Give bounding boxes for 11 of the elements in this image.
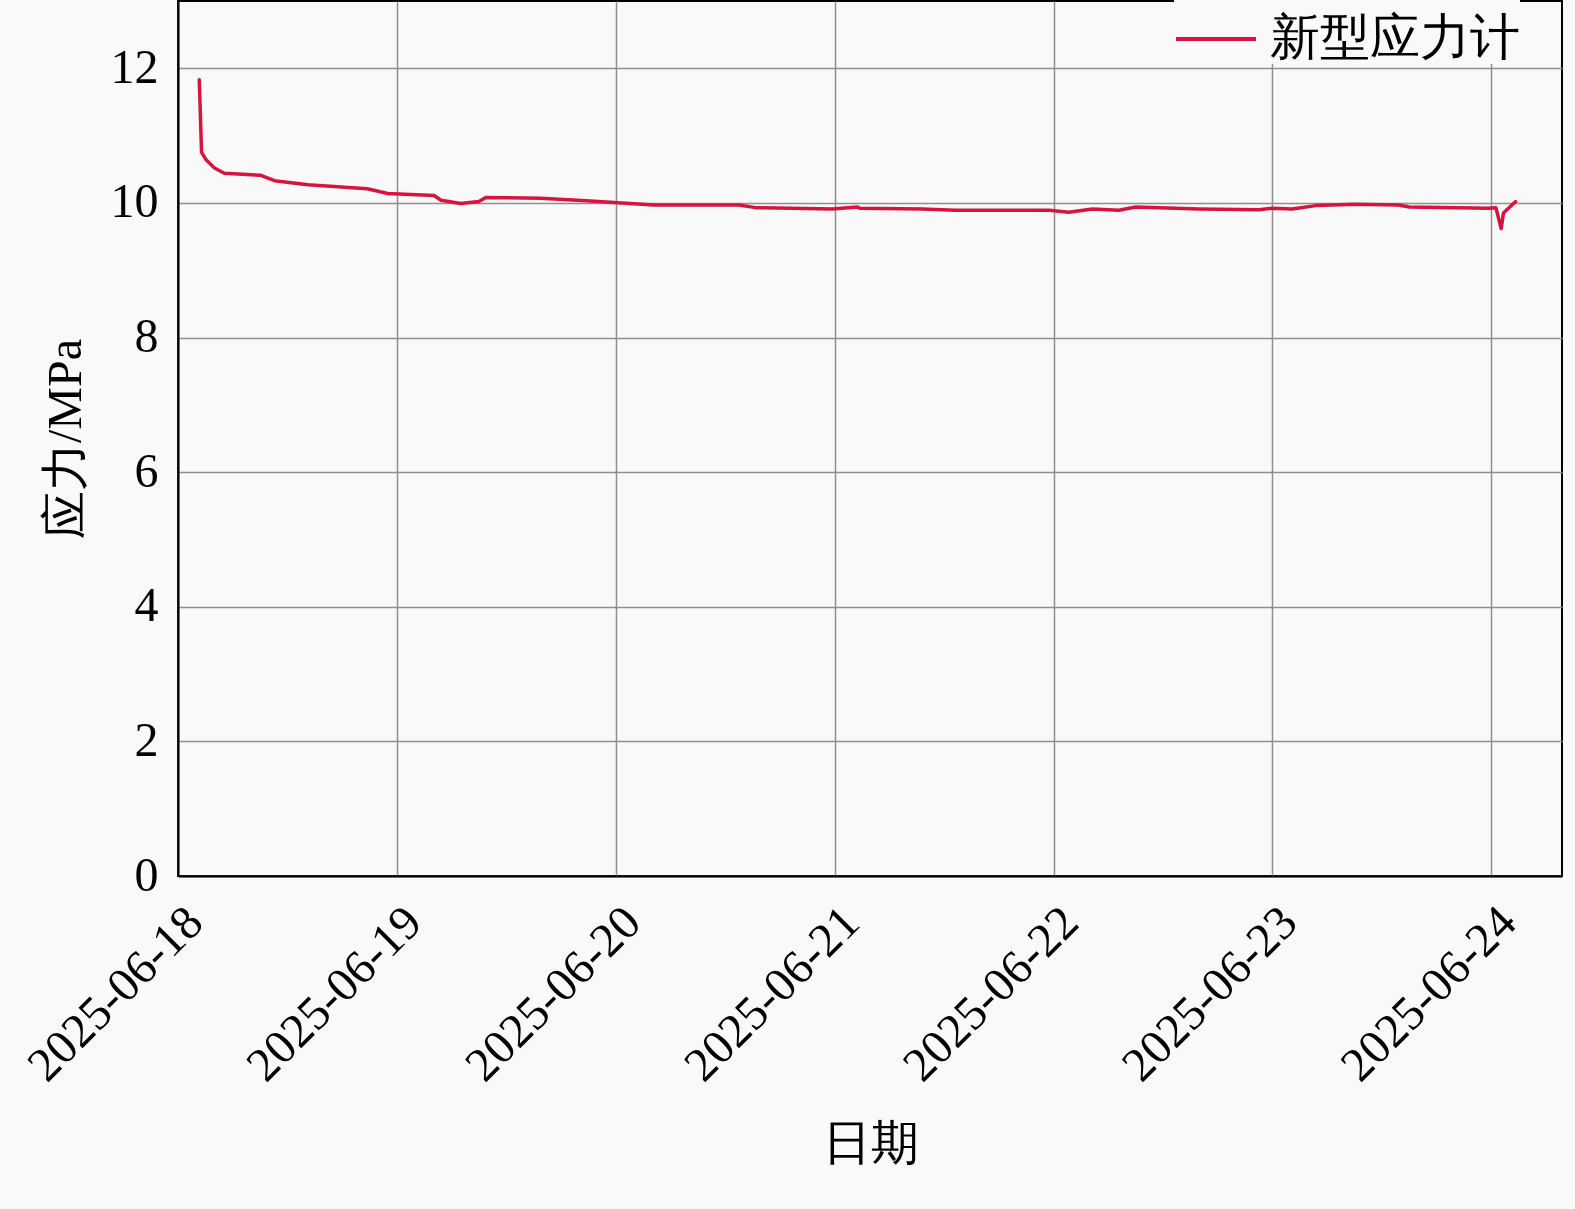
- y-tick-label: 2: [134, 712, 159, 766]
- y-tick-label: 6: [134, 443, 159, 497]
- y-axis-title: 应力/MPa: [37, 338, 91, 540]
- y-tick-label: 8: [134, 309, 159, 363]
- y-tick-label: 10: [110, 174, 159, 228]
- y-tick-label: 12: [110, 39, 159, 93]
- y-tick-label: 4: [134, 578, 159, 632]
- x-axis-title: 日期: [822, 1115, 919, 1169]
- line-series: [197, 78, 1518, 231]
- legend-label: 新型应力计: [1270, 9, 1520, 65]
- y-tick-label: 0: [134, 847, 159, 901]
